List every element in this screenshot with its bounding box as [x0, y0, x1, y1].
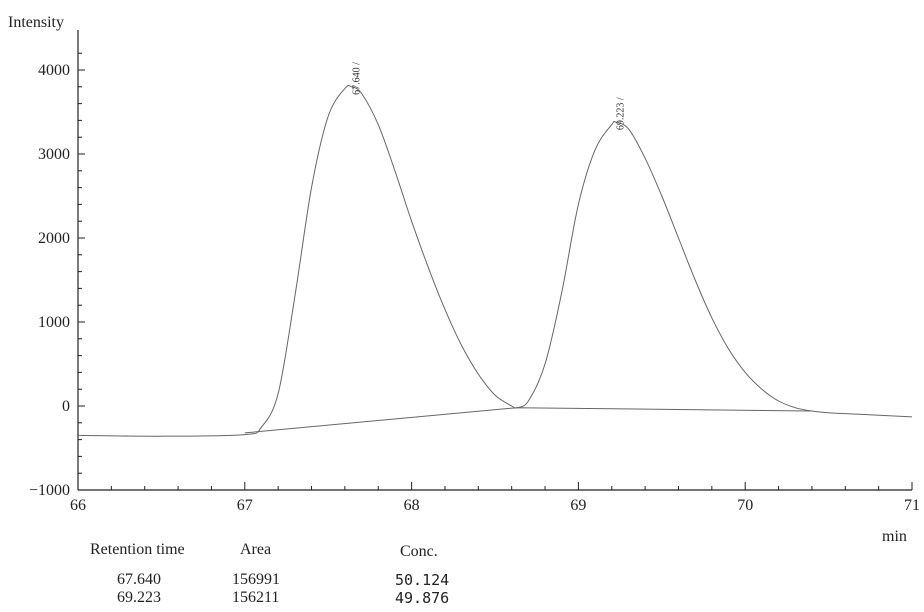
integration-baseline: [244, 407, 812, 434]
x-tick-label: 69: [570, 497, 586, 514]
row-2-area: 156211: [232, 589, 280, 606]
y-tick-label: −1000: [29, 482, 70, 499]
x-tick-label: 67: [237, 497, 253, 514]
row-1-area: 156991: [232, 571, 280, 588]
y-tick-label: 1000: [38, 314, 70, 331]
signal-trace: [77, 85, 913, 437]
plot-area: 67.640 / 69.223 /: [77, 62, 913, 437]
y-tick-label: 2000: [38, 230, 70, 247]
y-tick-label: 0: [62, 398, 70, 415]
row-1-conc: 50.124: [395, 571, 450, 589]
x-tick-label: 71: [904, 497, 920, 514]
header-retention-time: Retention time: [90, 541, 185, 558]
x-ticks: 66 67 68 69 70 71: [70, 482, 920, 514]
row-1-retention-time: 67.640: [117, 571, 161, 588]
peak-label: 69.223 /: [616, 97, 627, 130]
row-2-conc: 49.876: [395, 589, 450, 607]
y-tick-label: 3000: [38, 146, 70, 163]
x-tick-label: 68: [404, 497, 420, 514]
header-conc: Conc.: [400, 543, 438, 560]
row-2-retention-time: 69.223: [117, 589, 161, 606]
axes: [77, 30, 912, 491]
header-area: Area: [240, 541, 272, 558]
peak-results-table: Retention time Area Conc. 67.640 156991 …: [0, 538, 560, 610]
x-axis-title: min: [882, 528, 907, 545]
y-tick-label: 4000: [38, 62, 70, 79]
peak-label: 67.640 /: [352, 62, 363, 95]
x-tick-label: 66: [70, 497, 86, 514]
y-axis-title: Intensity: [8, 14, 64, 31]
x-tick-label: 70: [737, 497, 753, 514]
y-ticks: −1000 0 1000 2000 3000 4000: [29, 52, 85, 499]
